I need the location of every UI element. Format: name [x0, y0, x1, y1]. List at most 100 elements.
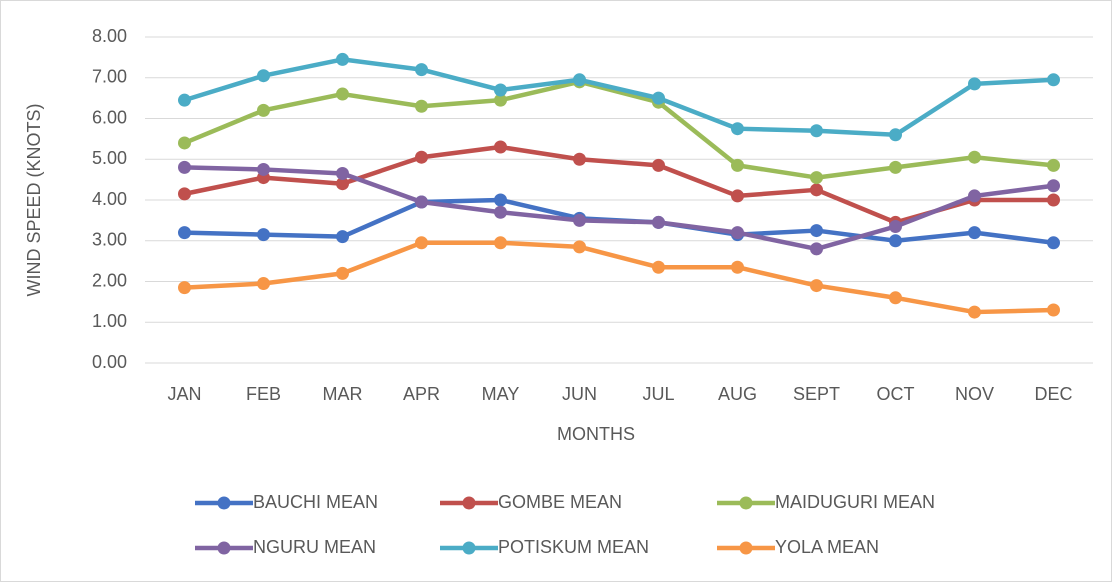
data-point	[257, 228, 270, 242]
x-tick-label: DEC	[1034, 384, 1072, 404]
y-tick-label: 8.00	[92, 26, 127, 46]
data-point	[652, 91, 665, 105]
data-point	[415, 99, 428, 113]
data-point	[415, 150, 428, 164]
legend-marker	[217, 496, 231, 510]
y-tick-label: 0.00	[92, 352, 127, 372]
series-line	[184, 240, 1054, 315]
y-tick-label: 2.00	[92, 270, 127, 290]
data-point	[257, 69, 270, 83]
y-tick-label: 4.00	[92, 189, 127, 209]
data-point	[968, 150, 981, 164]
data-point	[810, 279, 823, 293]
data-point	[1047, 179, 1060, 193]
data-point	[731, 226, 744, 240]
y-axis-label: WIND SPEED (KNOTS)	[24, 103, 44, 296]
data-point	[889, 128, 902, 142]
data-point	[336, 52, 349, 66]
x-tick-label: MAR	[323, 384, 363, 404]
legend-marker	[462, 541, 476, 555]
data-point	[178, 187, 191, 201]
x-tick-label: AUG	[718, 384, 757, 404]
data-point	[810, 124, 823, 138]
data-point	[573, 152, 586, 166]
legend-marker	[739, 541, 753, 555]
data-point	[336, 177, 349, 191]
data-point	[652, 158, 665, 172]
data-point	[1047, 158, 1060, 172]
data-point	[573, 213, 586, 227]
legend-label: YOLA MEAN	[775, 537, 879, 557]
data-point	[968, 77, 981, 91]
y-tick-label: 3.00	[92, 230, 127, 250]
data-point	[336, 87, 349, 101]
data-point	[968, 189, 981, 203]
data-point	[1047, 236, 1060, 250]
data-point	[415, 195, 428, 209]
data-point	[178, 136, 191, 150]
data-point	[494, 193, 507, 207]
data-point	[1047, 73, 1060, 87]
legend-label: POTISKUM MEAN	[498, 537, 649, 557]
data-point	[810, 242, 823, 256]
data-point	[731, 158, 744, 172]
x-tick-label: JAN	[167, 384, 201, 404]
data-point	[889, 291, 902, 305]
data-point	[336, 167, 349, 181]
data-point	[652, 215, 665, 229]
data-point	[336, 266, 349, 280]
data-point	[494, 93, 507, 107]
x-tick-label: NOV	[955, 384, 994, 404]
data-point	[178, 93, 191, 107]
legend-marker	[462, 496, 476, 510]
data-point	[889, 160, 902, 174]
x-tick-label: FEB	[246, 384, 281, 404]
data-point	[178, 226, 191, 240]
series-line	[184, 165, 1054, 252]
data-point	[257, 277, 270, 291]
data-point	[810, 183, 823, 197]
data-point	[889, 219, 902, 233]
data-point	[178, 281, 191, 295]
legend-label: GOMBE MEAN	[498, 492, 622, 512]
x-tick-label: OCT	[877, 384, 915, 404]
y-tick-label: 6.00	[92, 107, 127, 127]
x-tick-label: JUL	[642, 384, 674, 404]
legend-label: BAUCHI MEAN	[253, 492, 378, 512]
data-point	[415, 63, 428, 77]
x-tick-label: APR	[403, 384, 440, 404]
data-point	[415, 236, 428, 250]
data-point	[652, 260, 665, 274]
data-point	[494, 83, 507, 97]
data-point	[731, 260, 744, 274]
data-point	[494, 236, 507, 250]
data-point	[889, 234, 902, 248]
series-line	[183, 79, 1054, 180]
data-point	[336, 230, 349, 244]
data-point	[810, 171, 823, 185]
data-point	[731, 122, 744, 136]
x-tick-label: MAY	[482, 384, 520, 404]
y-tick-label: 5.00	[92, 148, 127, 168]
data-point	[1047, 193, 1060, 207]
data-point	[731, 189, 744, 203]
legend-label: MAIDUGURI MEAN	[775, 492, 935, 512]
data-point	[968, 305, 981, 319]
data-point	[257, 162, 270, 176]
data-point	[494, 205, 507, 219]
x-axis-label: MONTHS	[557, 424, 635, 444]
y-tick-label: 7.00	[92, 67, 127, 87]
data-point	[257, 103, 270, 117]
data-point	[573, 73, 586, 87]
series-line	[183, 57, 1054, 138]
legend-marker	[739, 496, 753, 510]
data-point	[573, 240, 586, 254]
data-point	[494, 140, 507, 154]
series-line	[184, 144, 1054, 225]
legend-label: NGURU MEAN	[253, 537, 376, 557]
data-point	[810, 224, 823, 238]
data-point	[178, 160, 191, 174]
x-tick-label: JUN	[562, 384, 597, 404]
x-tick-label: SEPT	[793, 384, 840, 404]
